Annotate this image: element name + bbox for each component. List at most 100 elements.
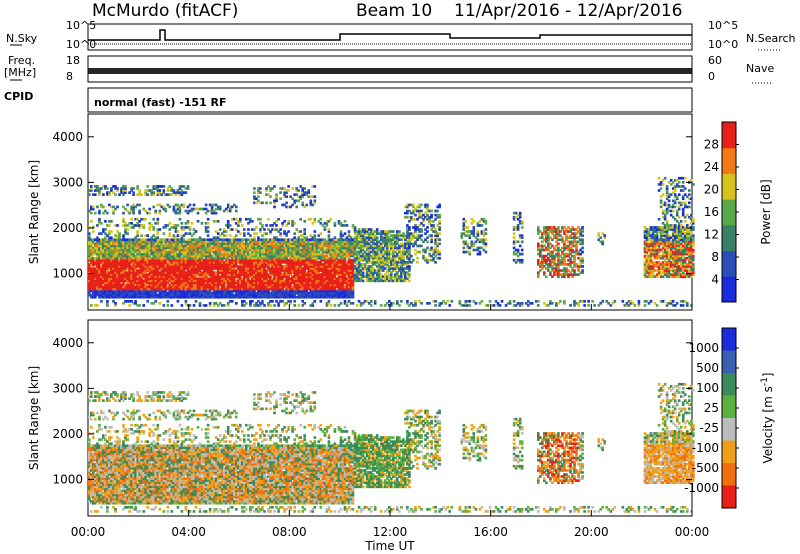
data-cell (365, 300, 369, 303)
data-cell (347, 234, 351, 237)
data-cell (222, 267, 226, 270)
data-cell (220, 242, 224, 246)
data-cell (293, 201, 297, 205)
data-cell (275, 275, 278, 279)
data-cell (283, 304, 286, 307)
data-cell (275, 258, 278, 262)
data-cell (92, 207, 95, 211)
data-cell (190, 287, 194, 291)
data-cell (313, 287, 317, 291)
data-cell (192, 279, 196, 283)
data-cell (166, 242, 170, 246)
data-cell (341, 224, 345, 227)
data-cell (357, 256, 361, 260)
data-cell (190, 256, 194, 260)
data-cell (379, 265, 383, 268)
data-cell (269, 258, 272, 262)
data-cell (132, 293, 135, 297)
data-cell (210, 271, 214, 274)
data-cell (118, 193, 121, 196)
data-cell (182, 275, 186, 279)
data-cell (112, 250, 115, 254)
data-cell (388, 242, 391, 246)
data-cell (267, 263, 270, 266)
data-cell (96, 283, 99, 287)
data-cell (164, 279, 168, 283)
data-cell (132, 281, 135, 285)
data-cell (359, 246, 363, 250)
data-cell (349, 258, 353, 262)
data-cell (156, 263, 160, 266)
data-cell (273, 205, 276, 209)
data-cell (390, 263, 393, 266)
data-cell (243, 304, 246, 307)
data-cell (289, 248, 292, 252)
data-cell (218, 234, 222, 237)
data-cell (108, 244, 111, 248)
data-cell (90, 289, 93, 293)
data-cell (152, 191, 156, 194)
data-cell (108, 271, 111, 274)
data-cell (299, 279, 303, 283)
data-cell (210, 240, 214, 244)
data-cell (228, 250, 232, 254)
data-cell (257, 252, 260, 256)
data-cell (269, 187, 272, 190)
data-cell (158, 287, 162, 291)
nave-tick-top: 60 (708, 54, 722, 67)
data-cell (267, 285, 270, 289)
data-cell (273, 256, 276, 260)
data-cell (88, 291, 91, 295)
data-cell (281, 275, 284, 279)
data-cell (321, 281, 325, 285)
data-cell (90, 185, 93, 188)
data-cell (341, 271, 345, 274)
data-cell (112, 271, 115, 274)
data-cell (369, 228, 373, 231)
data-cell (134, 269, 137, 272)
data-cell (251, 261, 254, 264)
data-cell (220, 279, 224, 283)
data-cell (206, 269, 210, 272)
data-cell (249, 289, 252, 293)
data-cell (134, 240, 137, 244)
data-cell (313, 230, 317, 233)
data-cell (347, 287, 351, 291)
data-cell (222, 248, 226, 252)
data-cell (319, 279, 323, 283)
nsearch-tick-top: 10^5 (708, 19, 738, 32)
data-cell (307, 195, 311, 199)
data-cell (196, 267, 200, 270)
data-cell (198, 269, 202, 272)
data-cell (210, 258, 214, 262)
data-cell (216, 295, 220, 299)
data-cell (359, 273, 363, 276)
data-cell (371, 271, 375, 274)
data-cell (196, 293, 200, 297)
data-cell (343, 293, 347, 297)
data-cell (386, 236, 389, 240)
data-cell (233, 277, 236, 281)
data-cell (339, 250, 343, 254)
data-cell (317, 295, 321, 299)
data-cell (283, 195, 286, 199)
data-cell (279, 232, 282, 235)
data-cell (367, 232, 371, 235)
data-cell (182, 263, 186, 266)
data-cell (134, 289, 137, 293)
data-cell (152, 205, 156, 209)
data-cell (172, 285, 176, 289)
data-cell (222, 252, 226, 256)
data-cell (204, 207, 208, 211)
data-cell (319, 283, 323, 287)
data-cell (196, 238, 200, 242)
data-cell (297, 277, 301, 281)
data-cell (94, 287, 97, 291)
data-cell (295, 244, 299, 248)
data-cell (140, 281, 143, 285)
data-cell (299, 252, 303, 256)
data-cell (263, 291, 266, 295)
data-cell (331, 248, 335, 252)
data-cell (367, 302, 371, 305)
data-cell (371, 277, 375, 281)
